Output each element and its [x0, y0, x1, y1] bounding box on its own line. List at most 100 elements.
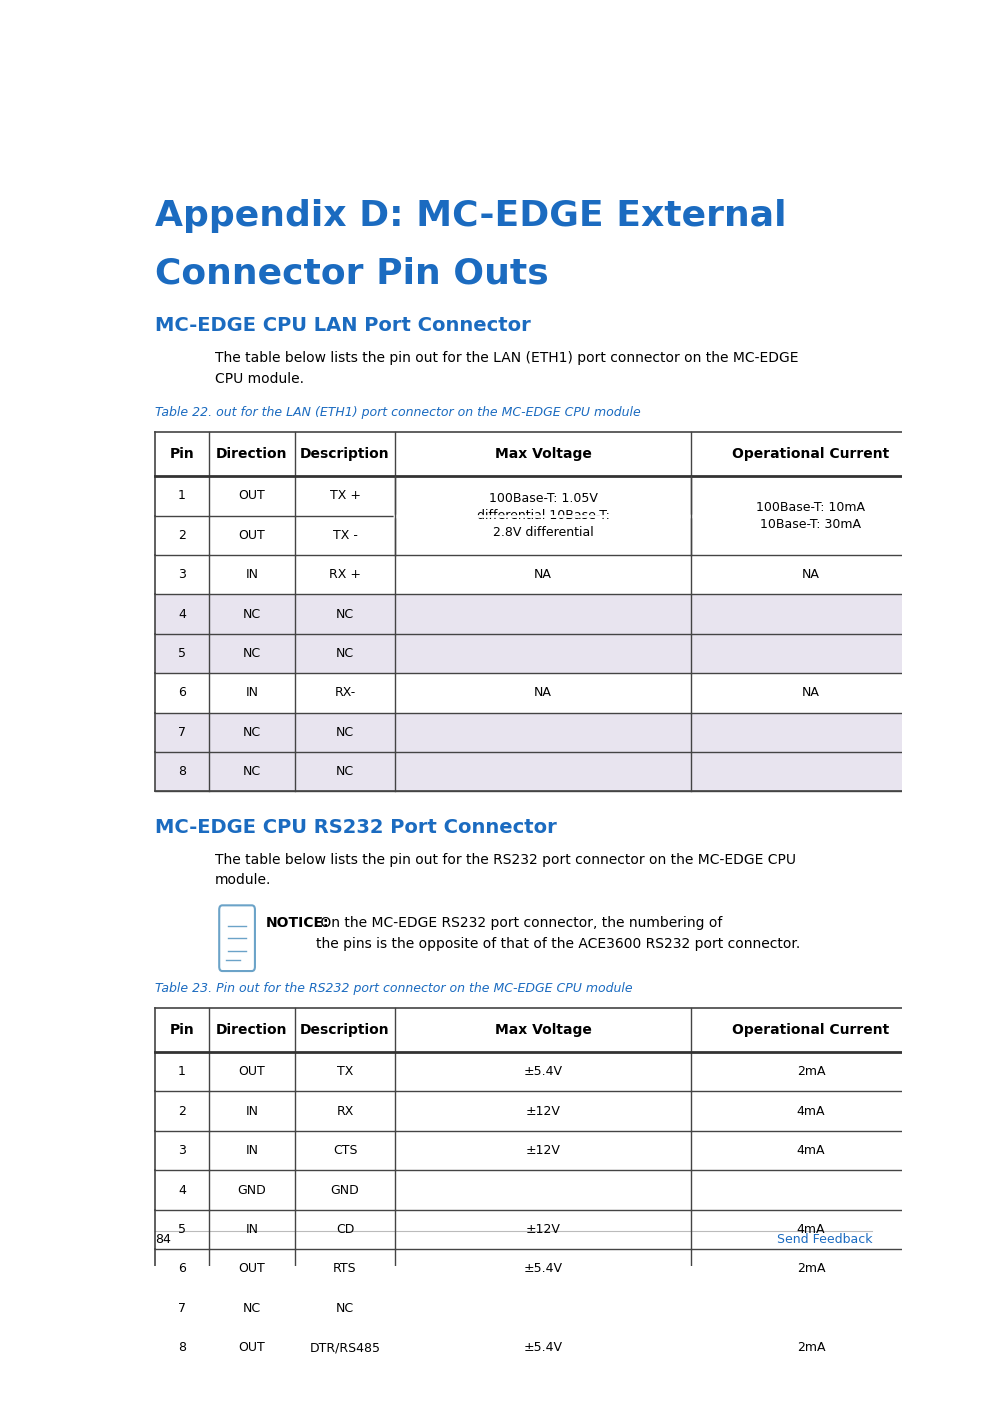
Bar: [154, 1008, 931, 1052]
Bar: [154, 1052, 931, 1092]
Text: NC: NC: [242, 1301, 261, 1315]
Text: OUT: OUT: [238, 489, 266, 502]
Text: IN: IN: [245, 687, 259, 700]
Text: GND: GND: [237, 1183, 267, 1196]
Text: NA: NA: [802, 687, 820, 700]
Text: Connector Pin Outs: Connector Pin Outs: [154, 256, 548, 290]
Bar: [154, 1092, 931, 1130]
Text: Operational Current: Operational Current: [732, 448, 890, 461]
Text: 100Base-T: 10mA
10Base-T: 30mA: 100Base-T: 10mA 10Base-T: 30mA: [757, 501, 866, 530]
Text: IN: IN: [245, 1105, 259, 1118]
Text: ±5.4V: ±5.4V: [523, 1341, 562, 1354]
Text: Max Voltage: Max Voltage: [495, 1024, 591, 1037]
Text: 8: 8: [178, 1341, 186, 1354]
Text: 6: 6: [178, 1263, 186, 1276]
Text: ±5.4V: ±5.4V: [523, 1263, 562, 1276]
Bar: [154, 1328, 931, 1368]
Text: ±5.4V: ±5.4V: [523, 1065, 562, 1078]
Text: CTS: CTS: [333, 1145, 358, 1158]
Text: Max Voltage: Max Voltage: [495, 448, 591, 461]
Bar: [154, 555, 931, 594]
Text: Table 23. Pin out for the RS232 port connector on the MC-EDGE CPU module: Table 23. Pin out for the RS232 port con…: [154, 983, 632, 995]
Text: 5: 5: [178, 1223, 186, 1236]
Text: 3: 3: [178, 1145, 186, 1158]
Text: NOTICE:: NOTICE:: [266, 916, 330, 930]
Text: TX: TX: [337, 1065, 353, 1078]
Text: NC: NC: [242, 725, 261, 739]
Bar: [154, 673, 931, 712]
Text: 1: 1: [178, 489, 186, 502]
Text: TX +: TX +: [330, 489, 361, 502]
Text: The table below lists the pin out for the RS232 port connector on the MC-EDGE CP: The table below lists the pin out for th…: [214, 853, 796, 887]
Text: Send Feedback: Send Feedback: [777, 1233, 873, 1246]
Text: 5: 5: [178, 647, 186, 660]
Text: NC: NC: [242, 647, 261, 660]
Text: IN: IN: [245, 1223, 259, 1236]
FancyBboxPatch shape: [219, 906, 255, 971]
Bar: [154, 752, 931, 792]
Text: NC: NC: [336, 607, 354, 620]
Text: DTR/RS485: DTR/RS485: [310, 1341, 381, 1354]
Bar: [154, 1170, 931, 1210]
Text: 6: 6: [178, 687, 186, 700]
Text: Appendix D: MC-EDGE External: Appendix D: MC-EDGE External: [154, 199, 787, 233]
Text: 3: 3: [178, 569, 186, 582]
Text: Description: Description: [301, 1024, 390, 1037]
Bar: [154, 634, 931, 673]
Text: RTS: RTS: [334, 1263, 357, 1276]
Text: OUT: OUT: [238, 1263, 266, 1276]
Text: 4mA: 4mA: [797, 1145, 826, 1158]
Text: Description: Description: [301, 448, 390, 461]
Bar: [154, 1130, 931, 1170]
Text: Pin: Pin: [169, 1024, 194, 1037]
Text: TX -: TX -: [333, 529, 358, 542]
Bar: [154, 1249, 931, 1288]
Text: 4mA: 4mA: [797, 1105, 826, 1118]
Text: OUT: OUT: [238, 1065, 266, 1078]
Text: NC: NC: [336, 765, 354, 778]
Text: RX: RX: [337, 1105, 354, 1118]
Text: NC: NC: [336, 1301, 354, 1315]
Text: IN: IN: [245, 1145, 259, 1158]
Text: 7: 7: [178, 1301, 186, 1315]
Text: OUT: OUT: [238, 529, 266, 542]
Text: NA: NA: [534, 687, 552, 700]
Text: MC-EDGE CPU RS232 Port Connector: MC-EDGE CPU RS232 Port Connector: [154, 818, 556, 836]
Text: 2mA: 2mA: [797, 1065, 826, 1078]
Text: ±12V: ±12V: [526, 1105, 560, 1118]
Text: 2mA: 2mA: [797, 1341, 826, 1354]
Text: GND: GND: [331, 1183, 360, 1196]
Bar: [154, 476, 931, 516]
Text: ±12V: ±12V: [526, 1223, 560, 1236]
Text: RX +: RX +: [329, 569, 361, 582]
Text: 8: 8: [178, 765, 186, 778]
Text: NC: NC: [336, 647, 354, 660]
Text: 84: 84: [154, 1233, 170, 1246]
Text: CD: CD: [336, 1223, 354, 1236]
Text: 4: 4: [178, 1183, 186, 1196]
Text: MC-EDGE CPU LAN Port Connector: MC-EDGE CPU LAN Port Connector: [154, 316, 530, 336]
Bar: [154, 594, 931, 634]
Text: Pin: Pin: [169, 448, 194, 461]
Bar: [154, 1288, 931, 1328]
Text: The table below lists the pin out for the LAN (ETH1) port connector on the MC-ED: The table below lists the pin out for th…: [214, 351, 798, 385]
Bar: [154, 516, 931, 555]
Text: NA: NA: [802, 569, 820, 582]
Text: 4mA: 4mA: [797, 1223, 826, 1236]
Text: NC: NC: [336, 725, 354, 739]
Bar: [396, 476, 931, 555]
Text: On the MC-EDGE RS232 port connector, the numbering of
the pins is the opposite o: On the MC-EDGE RS232 port connector, the…: [317, 916, 801, 951]
Text: OUT: OUT: [238, 1341, 266, 1354]
Text: NC: NC: [242, 607, 261, 620]
Bar: [154, 1210, 931, 1249]
Text: Table 22. out for the LAN (ETH1) port connector on the MC-EDGE CPU module: Table 22. out for the LAN (ETH1) port co…: [154, 407, 640, 419]
Text: 7: 7: [178, 725, 186, 739]
Bar: [154, 432, 931, 476]
Text: 2mA: 2mA: [797, 1263, 826, 1276]
Text: 100Base-T: 1.05V
differential 10Base-T:
2.8V differential: 100Base-T: 1.05V differential 10Base-T: …: [477, 492, 609, 539]
Text: Direction: Direction: [216, 1024, 288, 1037]
Text: NC: NC: [242, 765, 261, 778]
Text: 4: 4: [178, 607, 186, 620]
Text: Operational Current: Operational Current: [732, 1024, 890, 1037]
Text: 2: 2: [178, 1105, 186, 1118]
